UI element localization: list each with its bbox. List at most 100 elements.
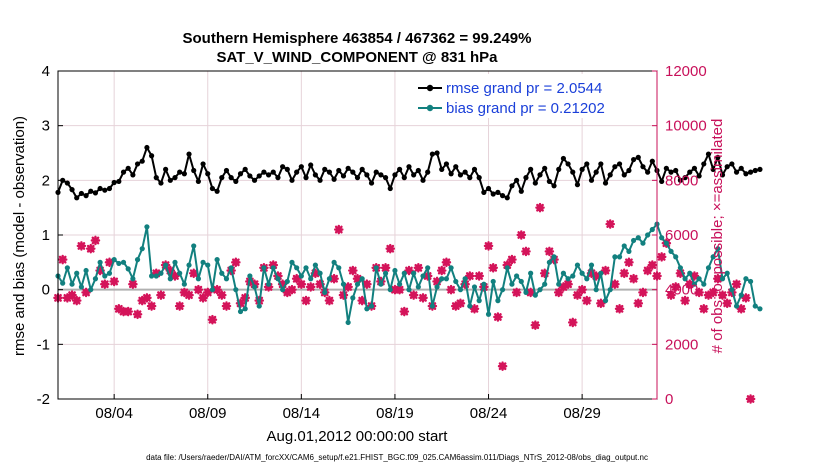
- obs-marker-star: [128, 279, 138, 289]
- obs-marker-star: [525, 287, 536, 298]
- rmse-point: [181, 171, 187, 177]
- obs-marker: [184, 290, 194, 300]
- obs-marker: [521, 246, 531, 257]
- bias-point: [668, 248, 674, 254]
- obs-marker-star: [174, 301, 185, 311]
- obs-marker-star: [170, 271, 180, 281]
- rmse-point: [364, 172, 370, 178]
- obs-marker-star: [418, 293, 428, 303]
- obs-marker: [605, 219, 616, 229]
- bias-point: [69, 281, 75, 287]
- bias-point: [139, 246, 145, 252]
- obs-marker-star: [296, 279, 307, 289]
- x-axis: 08/04 08/09 08/14 08/19 08/24 08/29: [95, 394, 601, 422]
- bias-point: [181, 281, 187, 287]
- obs-marker: [553, 287, 564, 298]
- obs-marker: [207, 314, 218, 325]
- bias-point: [504, 265, 510, 271]
- obs-marker: [57, 254, 68, 265]
- rmse-point: [326, 169, 333, 175]
- obs-marker-star: [483, 241, 494, 251]
- obs-marker: [525, 287, 536, 298]
- y-left-tick-label: -2: [37, 391, 50, 408]
- bias-point: [743, 276, 749, 282]
- bias-point: [635, 235, 641, 241]
- obs-marker-star: [647, 260, 658, 270]
- rmse-point: [757, 166, 763, 172]
- obs-marker-star: [99, 279, 110, 289]
- rmse-point: [528, 166, 534, 172]
- obs-marker: [708, 287, 718, 298]
- obs-marker-star: [291, 273, 302, 284]
- rmse-point: [631, 156, 637, 163]
- obs-marker: [142, 293, 152, 303]
- bias-point: [223, 276, 230, 282]
- obs-marker: [619, 268, 630, 279]
- obs-marker: [156, 290, 166, 300]
- rmse-point: [467, 175, 473, 181]
- rmse-point: [397, 166, 403, 172]
- bias-point: [715, 246, 721, 252]
- obs-marker-star: [385, 243, 396, 254]
- bias-point: [214, 257, 220, 263]
- bias-point: [111, 257, 117, 263]
- rmse-point: [425, 169, 431, 175]
- bias-point: [518, 278, 524, 285]
- obs-marker-star: [670, 282, 681, 292]
- obs-marker-star: [638, 287, 648, 298]
- obs-marker: [231, 257, 241, 268]
- bias-point: [153, 273, 159, 279]
- rmse-point: [733, 169, 740, 175]
- bias-point: [574, 262, 581, 268]
- bias-point: [425, 265, 431, 271]
- bias-point: [649, 226, 655, 233]
- rmse-point: [729, 161, 735, 167]
- obs-marker-star: [544, 246, 555, 257]
- obs-marker: [436, 265, 447, 276]
- rmse-point: [499, 193, 506, 199]
- chart-title-line2: SAT_V_WIND_COMPONENT @ 831 hPa: [216, 49, 498, 66]
- bias-point: [392, 267, 398, 274]
- rmse-point: [134, 161, 141, 167]
- rmse-point: [111, 179, 117, 186]
- obs-marker-star: [717, 290, 728, 300]
- bias-point: [453, 278, 459, 285]
- obs-marker-star: [71, 295, 82, 306]
- obs-marker-star: [432, 276, 442, 287]
- obs-marker-star: [450, 301, 461, 311]
- rmse-point: [724, 164, 730, 170]
- obs-marker-star: [81, 287, 91, 298]
- obs-marker: [713, 273, 723, 284]
- rmse-point: [280, 164, 286, 170]
- rmse-point: [490, 191, 496, 197]
- obs-marker: [516, 230, 527, 240]
- bias-point: [298, 273, 304, 279]
- rmse-point: [209, 185, 216, 192]
- obs-marker-star: [57, 254, 68, 265]
- obs-marker-star: [436, 265, 447, 276]
- obs-marker: [502, 260, 513, 270]
- obs-marker-star: [90, 235, 101, 246]
- obs-marker: [413, 263, 424, 273]
- bias-point: [602, 298, 609, 304]
- obs-marker: [422, 271, 433, 281]
- rmse-point: [378, 172, 384, 178]
- bias-point: [659, 235, 665, 241]
- obs-marker: [610, 279, 620, 289]
- rmse-point: [242, 166, 248, 172]
- bias-point: [359, 276, 365, 282]
- obs-marker: [418, 293, 428, 303]
- rmse-point: [125, 165, 131, 171]
- obs-marker: [614, 304, 625, 314]
- bias-point: [172, 259, 178, 265]
- bias-point: [429, 303, 435, 309]
- obs-marker: [104, 257, 115, 268]
- obs-marker: [137, 295, 148, 306]
- rmse-point: [696, 173, 702, 179]
- obs-marker-star: [502, 260, 513, 270]
- obs-marker: [221, 301, 232, 311]
- bias-point: [200, 259, 206, 265]
- obs-marker: [741, 293, 751, 303]
- rmse-point: [457, 172, 464, 178]
- obs-marker: [586, 268, 597, 279]
